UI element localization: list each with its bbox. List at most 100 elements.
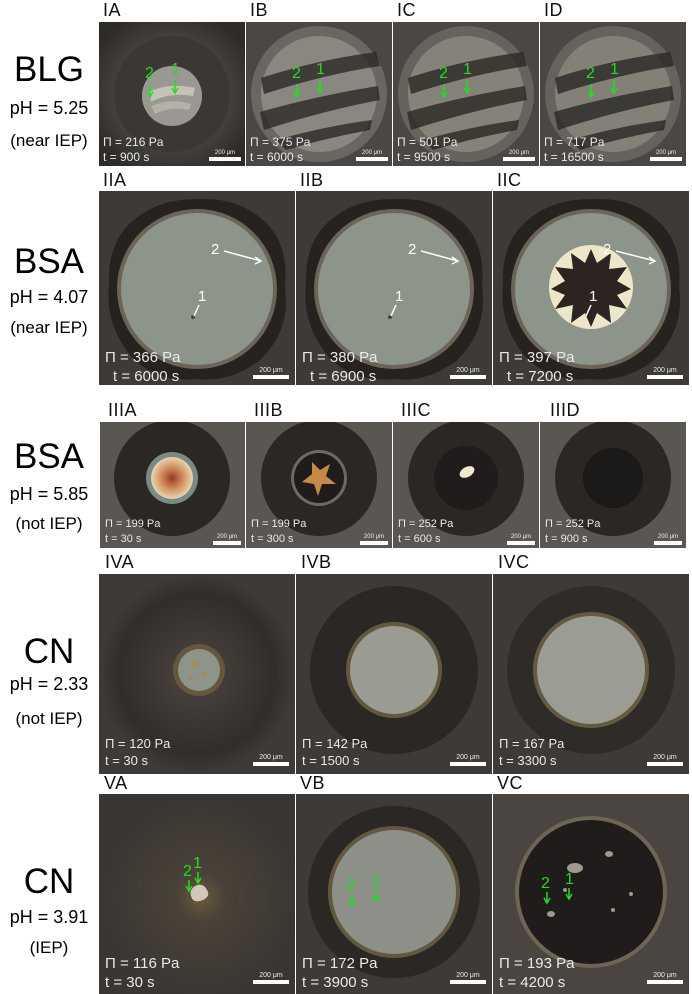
marker-1: 1	[198, 288, 207, 305]
micrograph-iib: Π = 380 Pa t = 6900 s 200 μm 1 2	[296, 191, 492, 385]
time: t = 9500 s	[397, 150, 451, 164]
micrograph-image	[393, 422, 539, 548]
micrograph-image	[296, 191, 492, 385]
row-bsa-ph585: BSA pH = 5.85 (not IEP) IIIA IIIB IIIC I…	[0, 400, 692, 548]
marker-2: 2	[292, 65, 301, 82]
marker-2: 2	[346, 877, 355, 894]
surface-pressure: Π = 501 Pa	[397, 135, 458, 149]
time: t = 6000 s	[113, 368, 180, 385]
panel-label: VA	[104, 773, 128, 793]
micrograph-image	[540, 422, 686, 548]
marker-2: 2	[603, 241, 612, 258]
time: t = 30 s	[105, 753, 148, 768]
panel-label: IIIB	[254, 400, 284, 420]
row-cn-ph391: CN pH = 3.91 (IEP) VA VB VC 2 1 Π = 116 …	[0, 770, 692, 994]
time: t = 900 s	[545, 533, 588, 545]
iep-label: (not IEP)	[15, 514, 83, 533]
micrograph-va: 2 1 Π = 116 Pa t = 30 s 200 μm	[99, 794, 295, 994]
surface-pressure: Π = 199 Pa	[251, 518, 307, 530]
time: t = 900 s	[103, 150, 150, 164]
ph-label: pH = 5.85	[9, 484, 89, 504]
time: t = 1500 s	[302, 753, 360, 768]
panel-label: IIB	[300, 170, 324, 190]
micrograph-ivb: Π = 142 Pa t = 1500 s 200 μm	[296, 574, 492, 774]
scale-bar: 200 μm	[209, 150, 241, 161]
time: t = 30 s	[105, 974, 155, 991]
micrograph-image	[99, 191, 295, 385]
iep-label: (not IEP)	[15, 709, 83, 728]
scale-bar: 200 μm	[450, 367, 486, 379]
ph-label: pH = 2.33	[9, 674, 89, 694]
micrograph-image	[393, 22, 539, 166]
micrograph-iiib: Π = 199 Pa t = 300 s 200 μm	[246, 422, 392, 548]
micrograph-image	[246, 422, 392, 548]
iep-label: (near IEP)	[10, 131, 88, 150]
micrograph-image	[100, 422, 245, 548]
scale-bar: 200 μm	[503, 150, 535, 161]
scale-bar: 200 μm	[253, 754, 289, 766]
marker-1: 1	[193, 855, 202, 872]
ph-label: pH = 4.07	[9, 287, 89, 307]
marker-arrows	[193, 250, 263, 317]
panel-label: VB	[300, 773, 326, 793]
panel-label: IVC	[498, 552, 530, 572]
marker-2: 2	[439, 65, 448, 82]
marker-1: 1	[463, 61, 472, 78]
protein-label: CN	[23, 862, 75, 901]
surface-pressure: Π = 397 Pa	[499, 349, 575, 366]
panel-label: IIID	[550, 400, 581, 420]
scale-bar: 200 μm	[650, 150, 682, 161]
row-blg-ph525: BLG pH = 5.25 (near IEP) IA IB IC ID Π =…	[0, 0, 692, 166]
panel-label: IIIA	[108, 400, 138, 420]
marker-2: 2	[586, 65, 595, 82]
surface-pressure: Π = 116 Pa	[105, 955, 180, 972]
time: t = 300 s	[251, 533, 294, 545]
scale-bar: 200 μm	[213, 534, 241, 545]
marker-arrows	[585, 250, 657, 317]
micrograph-iiia: Π = 199 Pa t = 30 s 200 μm	[100, 422, 245, 548]
scale-bar: 200 μm	[647, 754, 683, 766]
surface-pressure: Π = 252 Pa	[545, 518, 601, 530]
protein-label: CN	[23, 632, 75, 671]
marker-arrows	[348, 890, 380, 907]
marker-1: 1	[171, 61, 180, 78]
protein-label: BLG	[13, 50, 85, 89]
surface-pressure: Π = 142 Pa	[302, 736, 368, 751]
marker-1: 1	[589, 288, 598, 305]
marker-arrows	[390, 250, 460, 317]
marker-arrows	[185, 872, 202, 893]
scale-bar: 200 μm	[253, 367, 289, 379]
marker-2: 2	[408, 241, 417, 258]
panel-label: IVB	[301, 552, 332, 572]
scale-bar: 200 μm	[450, 754, 486, 766]
surface-pressure: Π = 717 Pa	[544, 135, 605, 149]
micrograph-image	[296, 574, 492, 774]
micrograph-image	[99, 794, 295, 994]
micrograph-iia: Π = 366 Pa t = 6000 s 200 μm 1 2	[99, 191, 295, 385]
marker-1: 1	[395, 288, 404, 305]
panel-label: IA	[103, 0, 122, 20]
time: t = 6000 s	[250, 150, 304, 164]
iep-label: (IEP)	[29, 938, 69, 957]
surface-pressure: Π = 366 Pa	[105, 349, 181, 366]
protein-label: BSA	[13, 437, 85, 476]
micrograph-iva: Π = 120 Pa t = 30 s 200 μm	[99, 574, 295, 774]
panel-label: IC	[397, 0, 416, 20]
scale-bar: 200 μm	[450, 972, 486, 984]
ph-label: pH = 3.91	[9, 907, 89, 927]
time: t = 3900 s	[302, 974, 369, 991]
surface-pressure: Π = 252 Pa	[398, 518, 454, 530]
panel-label: IB	[250, 0, 269, 20]
marker-1: 1	[565, 871, 574, 888]
scale-bar: 200 μm	[253, 972, 289, 984]
time: t = 7200 s	[507, 368, 574, 385]
micrograph-vc: 2 1 Π = 193 Pa t = 4200 s 200 μm	[493, 794, 689, 994]
panel-label: IIC	[497, 170, 522, 190]
row-bsa-ph407: BSA pH = 4.07 (near IEP) IIA IIB IIC Π =…	[0, 170, 692, 385]
micrograph-image	[493, 574, 689, 774]
surface-pressure: Π = 167 Pa	[499, 736, 565, 751]
micrograph-image	[493, 794, 689, 994]
panel-label: IVA	[105, 552, 135, 572]
micrograph-image	[246, 22, 392, 166]
marker-2: 2	[211, 241, 220, 258]
